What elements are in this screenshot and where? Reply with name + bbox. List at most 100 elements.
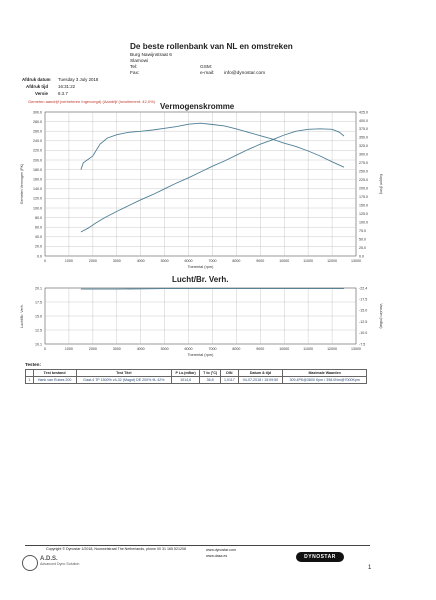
chart-2-yl-tick: 12.5 [35, 328, 42, 332]
chart-1-x-tick: 0 [44, 259, 46, 263]
chart-1-yl-tick: 100.0 [33, 206, 42, 210]
ads-logo-sub: Advanced Dyno Solution [40, 562, 80, 566]
time-label: Afdruk tijd [26, 84, 48, 89]
table-cell: 309,4PK@3800 Kpm / 398,0Nm@7000Kpm [282, 376, 367, 384]
footer-site2: www.dasa.es [206, 554, 228, 558]
chart-1-yr-tick: 200.0 [359, 187, 368, 191]
chart-1-x-tick: 7000 [208, 259, 216, 263]
chart-1-yr-tick: 375.0 [359, 127, 368, 131]
chart-1-yr-tick: 325.0 [359, 144, 368, 148]
table-row: 1 Hank van Rubes 200 Gaat-4 TP 1500% v4-32… [25, 376, 367, 384]
tests-header-cell: T to (°C) [199, 369, 222, 377]
chart-1-x-tick: 10000 [279, 259, 289, 263]
chart-2-yl-tick: 10.1 [35, 342, 42, 346]
chart-2-ylabel-right: Vacuüm (mBar) [379, 304, 383, 329]
chart-2-yr-tick: -15.0 [359, 309, 367, 313]
tests-body: 1 Hank van Rubes 200 Gaat-4 TP 1500% v4-32… [25, 376, 367, 384]
chart-1-yl-tick: 80.0 [35, 216, 42, 220]
chart-1-yr-tick: 400.0 [359, 119, 368, 123]
chart-1-ylabel-left: Gemeten Vermogen (PK) [20, 164, 24, 204]
chart-2-x-tick: 4000 [137, 347, 145, 351]
power-chart-title: Vermogenskromme [160, 102, 235, 111]
chart-1-x-tick: 11000 [303, 259, 313, 263]
chart-1-yl-tick: 220.0 [33, 149, 42, 153]
chart-1-series-1-line [80, 122, 345, 170]
email-value: info@dynostar.com [224, 71, 266, 76]
company-title: De beste rollenbank van NL en omstreken [130, 42, 293, 51]
chart-1-yr-tick: 175.0 [359, 195, 368, 199]
chart-2-x-tick: 9000 [256, 347, 264, 351]
afr-chart-title: Lucht/Br. Verh. [172, 275, 229, 284]
chart-1-yr-tick: 125.0 [359, 212, 368, 216]
chart-2-yr-tick: -10.0 [359, 331, 367, 335]
footer-site1: www.dynostar.com [206, 548, 236, 552]
chart-1-yl-tick: 20.0 [35, 245, 42, 249]
chart-1-yl-tick: 280.0 [33, 120, 42, 124]
chart-2-x-tick: 11000 [303, 347, 313, 351]
chart-1-xlabel: Toerental (rpm) [188, 265, 214, 269]
chart-2-yr-tick: -12.5 [359, 320, 367, 324]
ads-logo-icon [22, 555, 38, 571]
chart-1-x-tick: 4000 [137, 259, 145, 263]
chart-1-yr-tick: 150.0 [359, 203, 368, 207]
tests-header-cell: Datum & tijd [237, 369, 284, 377]
table-cell: Gaat-4 TP 1500% v4-32 (Magnt) DE 200% 9L… [75, 376, 173, 384]
table-cell: 1,0117 [220, 376, 239, 384]
version-value: 8.3.7 [58, 91, 68, 96]
chart-1-yr-tick: 275.0 [359, 161, 368, 165]
chart-1-yr-tick: 100.0 [359, 220, 368, 224]
chart-1-yl-tick: 160.0 [33, 178, 42, 182]
table-cell: 04-07-2018 / 15:09:50 [237, 376, 284, 384]
chart-1-x-tick: 12000 [327, 259, 337, 263]
tests-table: Test bestand Test Titel P Lo.(mBar) T to (°… [25, 369, 367, 384]
tests-header-cell: Test Titel [75, 369, 173, 377]
time-value: 16:31:22 [58, 84, 76, 89]
tests-header-cell: P Lo.(mBar) [171, 369, 201, 377]
chart-2-series-0-line [80, 288, 344, 290]
chart-1-yl-tick: 260.0 [33, 130, 42, 134]
chart-2-x-tick: 0 [44, 347, 46, 351]
chart-1-yl-tick: 140.0 [33, 187, 42, 191]
chart-1-yr-tick: 300.0 [359, 153, 368, 157]
date-value: Tuesday 3 July 2018 [58, 77, 99, 82]
chart-2-x-tick: 8000 [232, 347, 240, 351]
chart-1-x-tick: 8000 [232, 259, 240, 263]
chart-2-yr-tick: -17.5 [359, 298, 367, 302]
chart-1-ylabel-right: Koppel (Nm) [379, 174, 383, 194]
tests-header-cell [25, 369, 34, 377]
chart-1-yl-tick: 180.0 [33, 168, 42, 172]
chart-1-yr-tick: 225.0 [359, 178, 368, 182]
chart-1-yl-tick: 240.0 [33, 139, 42, 143]
tests-header-cell: Test bestand [32, 369, 77, 377]
page-number: 1 [368, 565, 372, 571]
gsm-label: GSM: [200, 65, 213, 70]
city-line: Slamowi [130, 59, 149, 64]
chart-2-x-tick: 5000 [161, 347, 169, 351]
fax-label: Fax: [130, 71, 140, 76]
footer-copyright: Copyright © Dynostar 1/2018, Noorwelstra… [46, 547, 187, 551]
chart-2-x-tick: 1000 [65, 347, 73, 351]
chart-1-x-tick: 13000 [351, 259, 361, 263]
chart-2-x-tick: 7000 [208, 347, 216, 351]
tests-header-row: Test bestand Test Titel P Lo.(mBar) T to (°… [25, 369, 367, 377]
chart-1-x-tick: 9000 [256, 259, 264, 263]
table-cell: Hank van Rubes 200 [32, 376, 77, 384]
chart-1-yl-tick: 120.0 [33, 197, 42, 201]
chart-1-x-tick: 6000 [185, 259, 193, 263]
tests-title: Testen: [25, 362, 41, 367]
table-cell: 1 [25, 376, 34, 384]
chart-1-x-tick: 3000 [113, 259, 121, 263]
chart-2-yr-tick: -7.5 [359, 342, 365, 346]
dynostar-logo: DYNOSTAR [296, 552, 344, 562]
version-label: Versie [35, 91, 48, 96]
chart-2-x-tick: 12000 [327, 347, 337, 351]
chart-2-x-tick: 3000 [113, 347, 121, 351]
chart-1-yr-tick: 425.0 [359, 110, 368, 114]
table-cell: 36,8 [199, 376, 222, 384]
chart-2-yl-tick: 15.0 [35, 314, 42, 318]
table-cell: 1014,6 [171, 376, 201, 384]
chart-1-yr-tick: 75.0 [359, 229, 366, 233]
chart-1-yl-tick: 40.0 [35, 235, 42, 239]
